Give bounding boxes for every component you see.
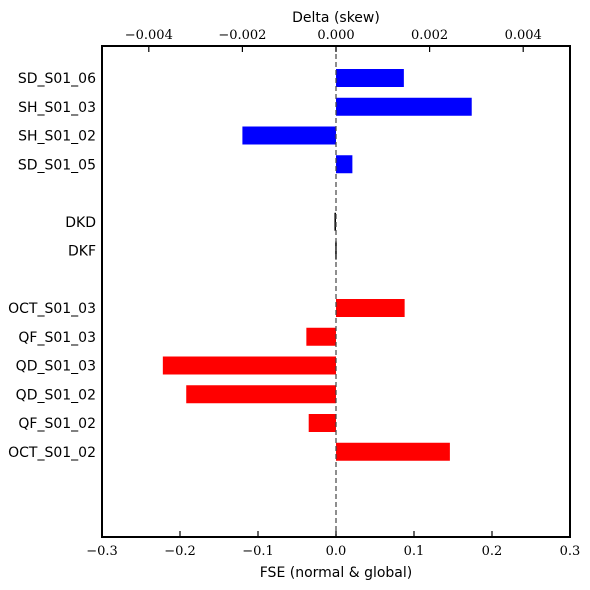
x-tick-label: −0.2 [164,544,196,559]
category-label: OCT_S01_02 [8,445,96,461]
top-axis: −0.004 −0.002 0.000 0.002 0.004 [125,28,542,52]
x-tick-label: −0.3 [86,544,118,559]
bar-qd-s01-03 [162,356,336,375]
category-label: SH_S01_03 [18,100,96,116]
category-label: SD_S01_06 [18,71,96,87]
category-labels: SD_S01_06 SH_S01_03 SH_S01_02 SD_S01_05 DKD D… [8,71,96,461]
category-label: QD_S01_02 [16,387,96,403]
x-tick-label: 0.1 [404,544,425,559]
x-axis-title: FSE (normal & global) [260,565,412,581]
x-tick-label: 0.3 [560,544,581,559]
bar-sh-s01-02 [242,126,336,145]
bar-qd-s01-02 [186,385,336,404]
category-label: OCT_S01_03 [8,301,96,317]
category-label: DKD [65,215,96,231]
x-tick-label: 0.2 [482,544,503,559]
x-tick-label: −0.1 [242,544,274,559]
category-label: DKF [68,244,96,260]
category-label: QD_S01_03 [16,359,96,375]
bar-sh-s01-03 [336,97,472,116]
category-label: SD_S01_05 [18,157,96,173]
category-label: QF_S01_02 [18,416,96,432]
category-label: SH_S01_02 [18,129,96,145]
bar-qf-s01-02 [308,414,336,432]
top-tick-label: −0.004 [125,28,173,43]
bar-sd-s01-05 [336,155,353,174]
bar-oct-s01-03 [336,299,405,317]
top-tick-label: 0.000 [317,28,354,43]
bar-oct-s01-02 [336,442,450,461]
x-tick-label: 0.0 [326,544,347,559]
top-tick-label: 0.002 [411,28,448,43]
top-tick-label: 0.004 [505,28,542,43]
bar-qf-s01-03 [306,327,336,346]
category-label: QF_S01_03 [18,330,96,346]
top-tick-label: −0.002 [218,28,266,43]
bar-sd-s01-06 [336,69,404,87]
top-axis-title: Delta (skew) [292,10,380,26]
bottom-axis: −0.3 −0.2 −0.1 0.0 0.1 0.2 0.3 [86,531,580,559]
bar-dkd [334,212,336,231]
bars [162,69,472,461]
